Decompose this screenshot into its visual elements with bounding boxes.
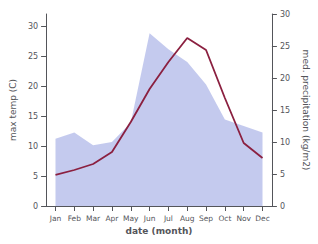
svg-text:30: 30	[28, 22, 38, 31]
svg-text:0: 0	[280, 202, 285, 211]
svg-text:15: 15	[280, 106, 290, 115]
svg-text:Dec: Dec	[255, 214, 270, 223]
svg-text:Oct: Oct	[218, 214, 231, 223]
svg-text:Feb: Feb	[68, 214, 82, 223]
svg-text:30: 30	[280, 10, 290, 19]
svg-text:May: May	[123, 214, 139, 223]
svg-text:max temp (C): max temp (C)	[8, 79, 18, 141]
svg-text:Jun: Jun	[143, 214, 156, 223]
svg-text:Sep: Sep	[199, 214, 213, 223]
svg-text:Mar: Mar	[86, 214, 101, 223]
svg-text:25: 25	[280, 42, 290, 51]
svg-text:date (month): date (month)	[126, 226, 193, 236]
svg-text:Jan: Jan	[49, 214, 62, 223]
svg-text:0: 0	[33, 202, 38, 211]
svg-text:5: 5	[33, 172, 38, 181]
svg-text:10: 10	[28, 142, 38, 151]
svg-text:Jul: Jul	[163, 214, 173, 223]
svg-text:Apr: Apr	[105, 214, 119, 223]
svg-text:med. precipitation (kg/m2): med. precipitation (kg/m2)	[301, 50, 311, 171]
svg-text:Aug: Aug	[180, 214, 195, 223]
svg-text:Nov: Nov	[236, 214, 251, 223]
svg-text:20: 20	[28, 82, 38, 91]
svg-text:25: 25	[28, 52, 38, 61]
svg-text:10: 10	[280, 138, 290, 147]
svg-text:15: 15	[28, 112, 38, 121]
svg-text:5: 5	[280, 170, 285, 179]
svg-text:20: 20	[280, 74, 290, 83]
